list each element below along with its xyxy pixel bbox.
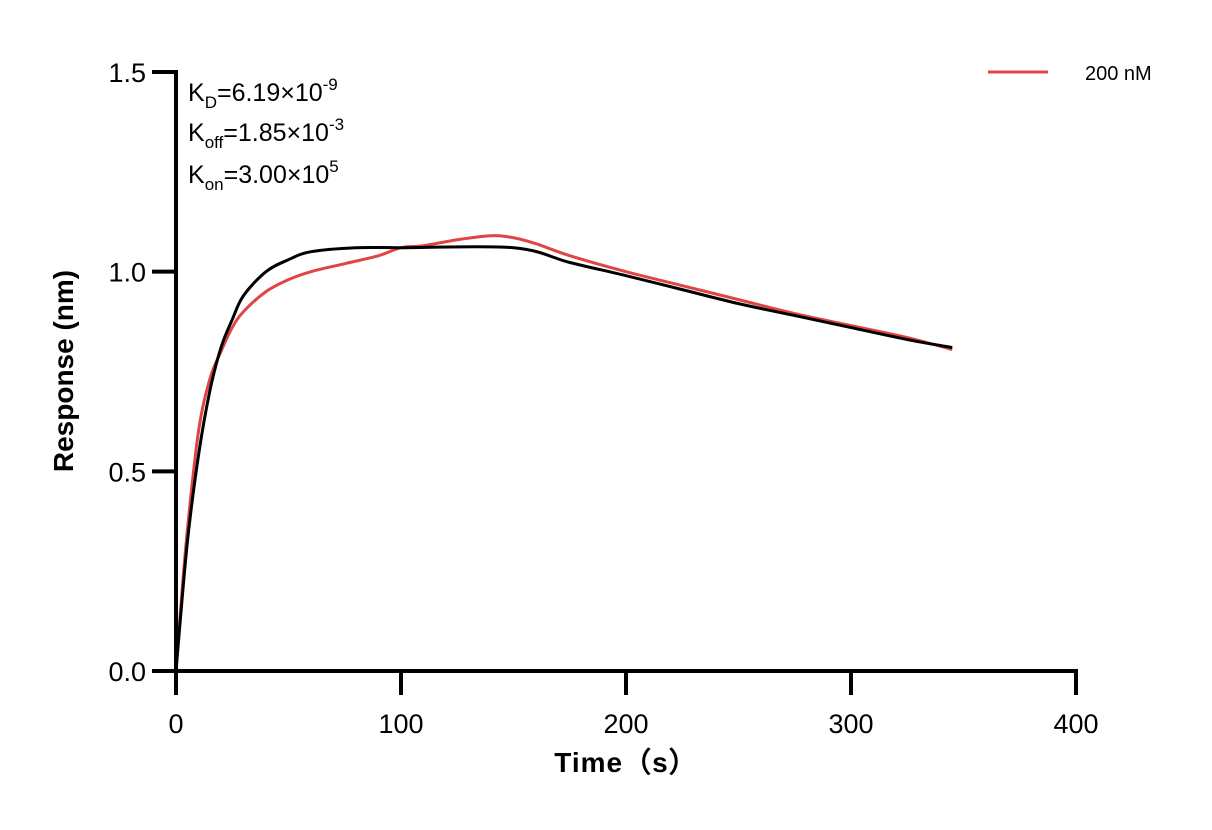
y-tick-label: 1.0 [108, 258, 146, 288]
y-tick-label: 0.0 [108, 657, 146, 687]
koff-annotation: Koff=1.85×10-3 [188, 115, 344, 152]
x-tick-label: 0 [168, 709, 183, 739]
series-line-200nm [174, 234, 953, 672]
kd-annotation: KD=6.19×10-9 [188, 75, 338, 112]
kinetic-annotations: KD=6.19×10-9 Koff=1.85×10-3 Kon=3.00×105 [188, 75, 344, 194]
legend: 200 nM [988, 63, 1152, 85]
x-tick-label: 300 [828, 709, 873, 739]
x-tick-label: 100 [378, 709, 423, 739]
x-axis-label: Time（s） [554, 746, 697, 778]
axis-ticks: 0 100 200 300 400 0.0 0.5 1.0 1.5 [108, 58, 1098, 739]
y-axis-label: Response (nm) [48, 270, 79, 472]
kon-annotation: Kon=3.00×105 [188, 157, 339, 194]
y-tick-label: 1.5 [108, 58, 146, 88]
x-tick-label: 200 [603, 709, 648, 739]
x-tick-label: 400 [1053, 709, 1098, 739]
legend-label-200nm: 200 nM [1085, 63, 1152, 85]
fit-line [174, 245, 953, 672]
y-tick-label: 0.5 [108, 457, 146, 487]
plot-area [174, 234, 953, 672]
